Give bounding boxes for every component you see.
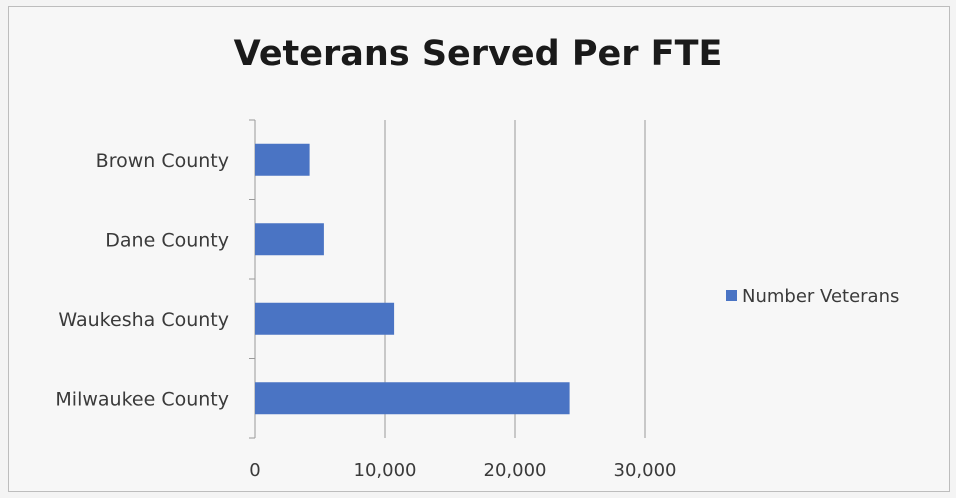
- category-label: Brown County: [96, 150, 229, 172]
- category-label: Dane County: [105, 229, 229, 251]
- x-tick-label: 10,000: [354, 460, 417, 481]
- x-tick-label: 30,000: [614, 460, 677, 481]
- bar: [255, 382, 570, 415]
- bar: [255, 223, 324, 256]
- category-label: Milwaukee County: [55, 388, 229, 410]
- bars: [255, 143, 570, 415]
- axes: [249, 119, 256, 439]
- bar: [255, 143, 310, 176]
- category-labels: Brown County Dane County Waukesha County Mi…: [55, 150, 229, 411]
- bar: [255, 302, 395, 335]
- x-tick-label: 20,000: [484, 460, 547, 481]
- x-tick-labels: 0 10,000 20,000 30,000: [249, 460, 676, 481]
- legend-swatch: [726, 290, 737, 301]
- chart-title: Veterans Served Per FTE: [233, 34, 723, 74]
- category-label: Waukesha County: [58, 309, 229, 331]
- legend: Number Veterans: [726, 286, 899, 307]
- legend-label: Number Veterans: [742, 286, 899, 307]
- x-tick-label: 0: [249, 460, 260, 481]
